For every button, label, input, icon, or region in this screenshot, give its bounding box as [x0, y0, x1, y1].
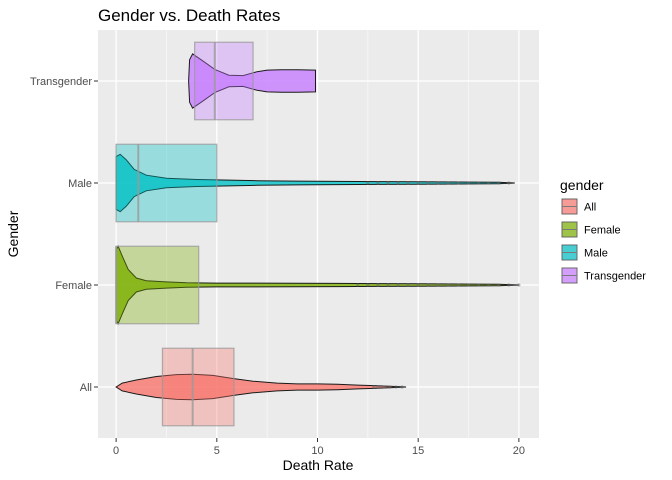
outlier-point	[507, 181, 511, 185]
outlier-point	[476, 283, 481, 287]
outlier-point	[376, 283, 380, 287]
box-female	[115, 245, 200, 325]
outlier-point	[366, 181, 370, 185]
outlier-point	[386, 283, 390, 287]
outlier-point	[400, 385, 404, 389]
legend-label-male: Male	[584, 248, 608, 260]
outlier-point	[372, 385, 376, 389]
outlier-point	[507, 283, 511, 287]
y-tick-label: All	[80, 382, 92, 394]
outlier-point	[388, 385, 392, 389]
legend: gender All Female Male Transgender	[560, 177, 646, 284]
box-male	[115, 143, 218, 223]
x-tick-label: 5	[214, 445, 220, 457]
outlier-point	[426, 283, 430, 287]
y-axis-ticks: All Female Male Transgender	[30, 76, 98, 394]
x-tick-label: 15	[412, 445, 424, 457]
outlier-point	[376, 385, 380, 389]
outlier-point	[376, 181, 380, 185]
x-tick-label: 10	[311, 445, 323, 457]
x-axis-ticks: 0 5 10 15 20	[113, 438, 525, 457]
outlier-point	[456, 181, 461, 185]
outlier-point	[394, 385, 398, 389]
plot-panel	[98, 30, 539, 438]
outlier-point	[396, 181, 400, 185]
outlier-point	[426, 181, 430, 185]
box-transgender	[194, 41, 254, 121]
violin-group-all	[115, 347, 407, 427]
outlier-point	[356, 283, 360, 287]
outlier-point	[466, 283, 471, 287]
y-tick-label: Female	[55, 280, 92, 292]
violin-group-male	[115, 143, 515, 223]
y-tick-label: Transgender	[30, 76, 92, 88]
legend-key-all	[561, 198, 578, 215]
outlier-point	[436, 181, 440, 185]
outlier-point	[476, 181, 481, 185]
outlier-point	[517, 283, 521, 287]
outlier-point	[446, 181, 450, 185]
x-tick-label: 0	[113, 445, 119, 457]
outlier-point	[382, 385, 386, 389]
outlier-point	[487, 283, 491, 287]
x-axis-title: Death Rate	[283, 457, 354, 473]
outlier-point	[406, 283, 410, 287]
outlier-point	[487, 181, 491, 185]
outlier-point	[497, 283, 501, 287]
box-all	[161, 347, 235, 427]
outlier-point	[416, 283, 420, 287]
chart-title: Gender vs. Death Rates	[98, 6, 280, 25]
legend-label-female: Female	[584, 225, 621, 237]
violin-male	[115, 153, 515, 213]
legend-label-all: All	[584, 202, 596, 214]
legend-label-transgender: Transgender	[584, 271, 646, 283]
outlier-point	[456, 283, 461, 287]
outlier-point	[396, 283, 400, 287]
outlier-point	[436, 283, 440, 287]
outlier-point	[466, 181, 471, 185]
legend-key-male	[561, 244, 578, 261]
outlier-point	[406, 181, 410, 185]
legend-key-transgender	[561, 267, 578, 284]
violin-all	[115, 373, 407, 401]
violin-group-female	[115, 245, 521, 325]
y-tick-label: Male	[68, 178, 92, 190]
outlier-point	[366, 283, 370, 287]
outlier-point	[416, 181, 420, 185]
outlier-point	[497, 181, 501, 185]
violins	[115, 41, 521, 427]
outlier-point	[446, 283, 450, 287]
legend-key-female	[561, 221, 578, 238]
x-tick-label: 20	[513, 445, 525, 457]
outlier-point	[386, 181, 390, 185]
violin-group-transgender	[188, 41, 316, 121]
y-axis-title: Gender	[5, 210, 21, 257]
legend-title: gender	[560, 177, 604, 193]
